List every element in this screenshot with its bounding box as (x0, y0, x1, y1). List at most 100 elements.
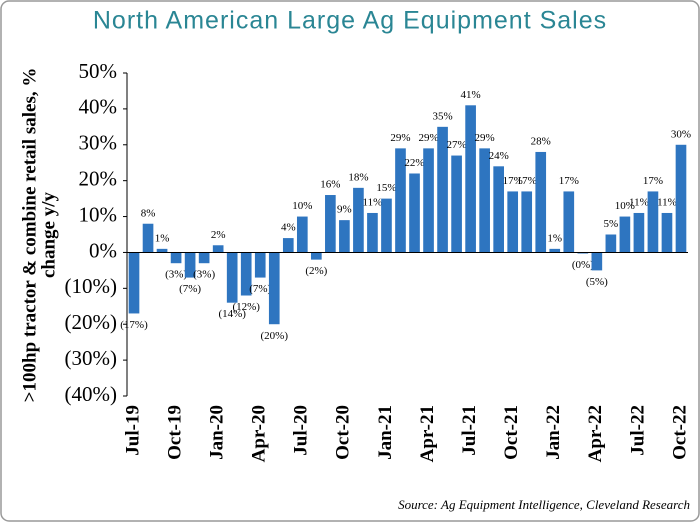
value-label: (12%) (232, 301, 260, 313)
x-tick-label: Apr-21 (417, 405, 438, 462)
x-tick-label: Oct-22 (669, 405, 690, 460)
value-label: 16% (320, 179, 340, 191)
x-tick-label: Jul-19 (122, 405, 143, 456)
bar (647, 191, 659, 253)
value-label: 17% (643, 175, 663, 187)
bar (451, 155, 462, 253)
value-label: (2%) (305, 265, 327, 277)
value-label: 11% (363, 196, 383, 208)
bar (339, 220, 350, 253)
value-label: (17%) (120, 319, 148, 331)
bar (507, 191, 519, 253)
value-label: 9% (337, 204, 352, 216)
x-tick-label: Oct-19 (164, 405, 185, 460)
value-label: 10% (292, 200, 312, 212)
y-tick-label: 50% (79, 59, 118, 83)
value-label: 11% (629, 196, 649, 208)
bar (633, 212, 645, 253)
bar (311, 252, 322, 260)
y-axis-label: change y/y (38, 191, 59, 278)
value-label: 24% (489, 150, 509, 162)
bar (325, 195, 336, 253)
value-label: 8% (141, 207, 156, 219)
source-note: Source: Ag Equipment Intelligence, Cleve… (398, 497, 690, 512)
bar (381, 198, 392, 253)
bar (549, 248, 561, 253)
bar (240, 252, 252, 296)
bar (521, 191, 533, 253)
bar (675, 144, 687, 253)
value-label: 4% (281, 222, 296, 234)
bar (465, 105, 476, 253)
value-label: 1% (155, 232, 170, 244)
x-tick-label: Oct-21 (501, 405, 522, 460)
value-label: 2% (211, 229, 226, 241)
bar (156, 248, 168, 253)
chart-title: North American Large Ag Equipment Sales (93, 7, 607, 35)
value-label: (3%) (165, 269, 187, 281)
bar (409, 173, 420, 253)
value-label: 41% (461, 89, 481, 101)
bar (479, 148, 490, 253)
value-label: 28% (531, 135, 551, 147)
bar (184, 252, 196, 278)
value-label: 10% (615, 200, 635, 212)
value-label: 15% (376, 182, 396, 194)
bar (353, 187, 364, 253)
y-tick-label: 0% (89, 238, 117, 262)
x-tick-label: Oct-20 (333, 405, 354, 460)
value-label: 1% (547, 232, 562, 244)
bar (535, 151, 547, 253)
bar (605, 234, 617, 253)
bar (282, 238, 294, 253)
bar (367, 212, 378, 253)
value-label: (7%) (249, 283, 271, 295)
value-label: 29% (418, 132, 438, 144)
y-tick-label: (10%) (65, 274, 117, 298)
y-tick-label: (30%) (65, 346, 117, 370)
bar (563, 191, 575, 253)
value-label: 17% (517, 175, 537, 187)
value-label: (5%) (586, 276, 608, 288)
bar (198, 252, 210, 264)
y-tick-label: 40% (79, 95, 118, 119)
bar (226, 252, 238, 303)
value-label: 29% (475, 132, 495, 144)
x-tick-label: Jul-20 (291, 405, 312, 456)
value-label: 17% (503, 175, 523, 187)
x-tick-label: Jan-22 (543, 405, 564, 460)
y-tick-label: (20%) (65, 310, 117, 334)
x-tick-label: Jul-22 (627, 405, 648, 456)
value-label: 35% (432, 110, 452, 122)
value-label: (3%) (193, 269, 215, 281)
bar (212, 245, 224, 253)
value-label: 22% (404, 157, 424, 169)
bar (268, 252, 280, 325)
bar (619, 216, 631, 253)
bar (128, 252, 140, 314)
bar (170, 252, 182, 264)
bar (437, 126, 448, 253)
bar (142, 223, 154, 253)
bar (254, 252, 266, 278)
x-tick-label: Jan-20 (207, 405, 228, 460)
value-label: 29% (390, 132, 410, 144)
bar (395, 148, 406, 253)
y-tick-label: 20% (79, 166, 118, 190)
y-tick-label: (40%) (65, 382, 117, 406)
x-tick-label: Jul-21 (459, 405, 480, 456)
y-tick-label: 30% (79, 131, 118, 155)
value-label: 18% (348, 171, 368, 183)
value-label: 11% (657, 196, 677, 208)
value-label: (14%) (218, 308, 246, 320)
bar (591, 252, 603, 271)
value-label: 5% (604, 218, 619, 230)
value-label: 30% (671, 128, 691, 140)
bar (423, 148, 434, 253)
value-label: 17% (559, 175, 579, 187)
bar (296, 216, 308, 253)
bar (493, 166, 504, 253)
bar (661, 212, 673, 253)
